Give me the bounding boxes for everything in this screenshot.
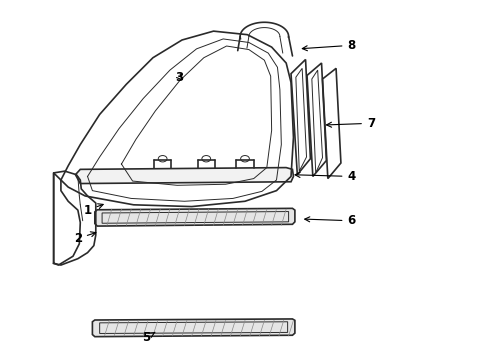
Text: 4: 4: [295, 170, 356, 183]
Text: 1: 1: [83, 204, 103, 217]
Polygon shape: [93, 319, 295, 337]
Text: 7: 7: [326, 117, 375, 130]
Polygon shape: [75, 168, 294, 184]
Text: 6: 6: [305, 214, 356, 227]
Text: 2: 2: [74, 232, 96, 245]
Text: 3: 3: [175, 71, 184, 84]
Text: 8: 8: [302, 39, 356, 52]
Text: 5: 5: [142, 331, 155, 344]
Polygon shape: [95, 208, 295, 226]
